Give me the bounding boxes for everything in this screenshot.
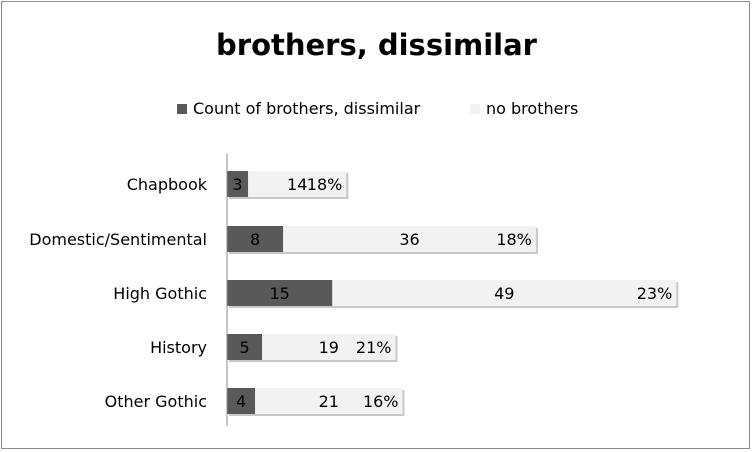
category-label-domestic-sentimental: Domestic/Sentimental bbox=[29, 230, 207, 249]
legend-label-series-1: Count of brothers, dissimilar bbox=[193, 99, 421, 118]
data-label-percent-history: 21% bbox=[356, 338, 392, 357]
data-label-count-chapbook: 3 bbox=[232, 175, 242, 194]
bar-no-brothers-chapbook bbox=[248, 171, 347, 197]
data-label-no-brothers-history: 19 bbox=[319, 338, 339, 357]
legend-item-series-2: no brothers bbox=[470, 99, 578, 118]
data-label-count-domestic-sentimental: 8 bbox=[250, 230, 260, 249]
bar-count-high-gothic bbox=[227, 280, 333, 306]
bar-count-other-gothic bbox=[227, 388, 256, 414]
bar-no-brothers-high-gothic bbox=[332, 280, 677, 306]
legend-label-series-2: no brothers bbox=[486, 99, 579, 118]
data-label-percent-high-gothic: 23% bbox=[637, 284, 673, 303]
legend-swatch-series-2 bbox=[470, 103, 480, 114]
bar-count-domestic-sentimental bbox=[227, 226, 284, 252]
data-label-no-brothers-domestic-sentimental: 36 bbox=[399, 230, 419, 249]
category-label-other-gothic: Other Gothic bbox=[105, 392, 207, 411]
data-label-no-brothers-other-gothic: 21 bbox=[319, 392, 339, 411]
data-label-percent-domestic-sentimental: 18% bbox=[496, 230, 532, 249]
bar-no-brothers-history bbox=[262, 334, 396, 360]
data-label-percent-chapbook: 18% bbox=[307, 175, 343, 194]
chart-title: brothers, dissimilar bbox=[216, 28, 537, 62]
data-label-count-high-gothic: 15 bbox=[269, 284, 289, 303]
data-label-count-other-gothic: 4 bbox=[236, 392, 246, 411]
data-label-percent-other-gothic: 16% bbox=[363, 392, 399, 411]
bar-no-brothers-domestic-sentimental bbox=[283, 226, 536, 252]
legend-swatch-series-1 bbox=[177, 103, 187, 114]
data-label-no-brothers-high-gothic: 49 bbox=[494, 284, 514, 303]
category-label-history: History bbox=[150, 338, 207, 357]
legend-item-series-1: Count of brothers, dissimilar bbox=[177, 99, 420, 118]
category-label-high-gothic: High Gothic bbox=[113, 284, 207, 303]
bar-no-brothers-other-gothic bbox=[255, 388, 403, 414]
bar-count-chapbook bbox=[227, 171, 249, 197]
data-label-no-brothers-chapbook: 14 bbox=[287, 175, 307, 194]
bar-count-history bbox=[227, 334, 263, 360]
category-label-chapbook: Chapbook bbox=[127, 175, 208, 194]
data-label-count-history: 5 bbox=[239, 338, 249, 357]
